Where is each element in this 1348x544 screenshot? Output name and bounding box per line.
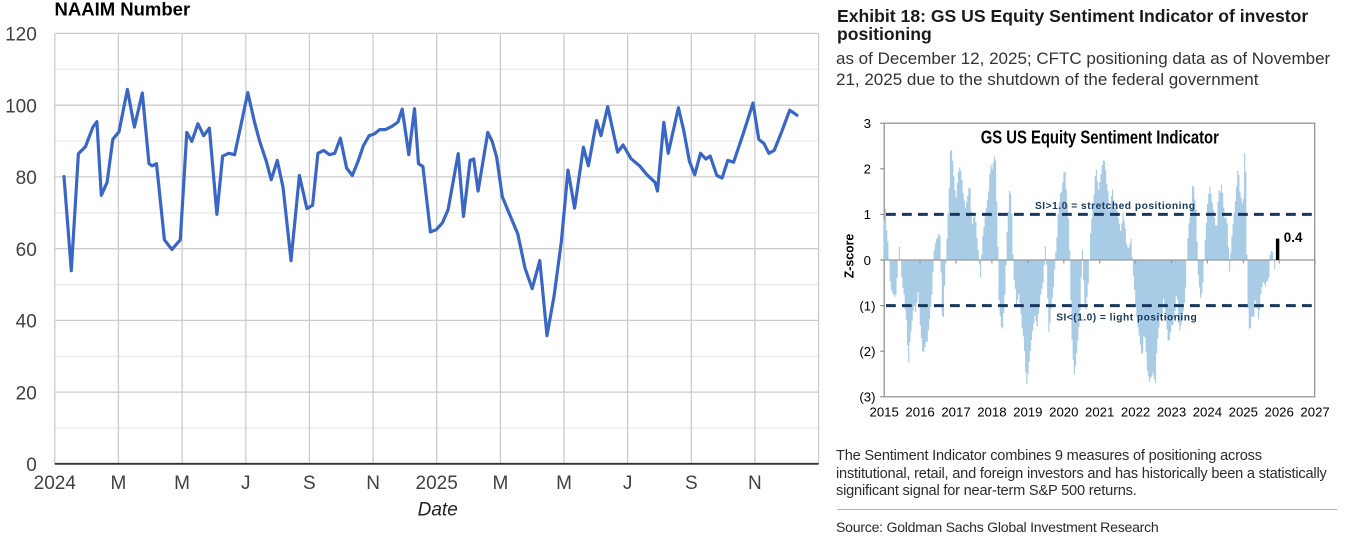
svg-text:80: 80 (16, 168, 37, 189)
svg-text:M: M (492, 473, 508, 494)
svg-text:2024: 2024 (1193, 405, 1222, 420)
svg-text:40: 40 (16, 312, 37, 333)
svg-text:2015: 2015 (870, 405, 899, 420)
svg-text:2025: 2025 (1229, 405, 1258, 420)
svg-text:Date: Date (418, 500, 458, 521)
svg-text:2: 2 (864, 162, 871, 177)
svg-text:2022: 2022 (1121, 405, 1150, 420)
svg-text:S: S (685, 473, 698, 494)
svg-text:0: 0 (26, 455, 37, 476)
svg-text:M: M (174, 473, 190, 494)
svg-text:2021: 2021 (1085, 405, 1114, 420)
svg-text:2027: 2027 (1300, 405, 1329, 420)
svg-text:120: 120 (5, 25, 37, 46)
svg-text:0.4: 0.4 (1284, 230, 1303, 245)
svg-text:Z-score: Z-score (842, 234, 856, 279)
svg-text:M: M (556, 473, 572, 494)
svg-text:S: S (303, 473, 316, 494)
svg-text:2026: 2026 (1265, 405, 1294, 420)
svg-text:2017: 2017 (941, 405, 970, 420)
svg-text:J: J (623, 473, 633, 494)
svg-text:NAAIM Number: NAAIM Number (55, 0, 191, 20)
svg-text:2023: 2023 (1157, 405, 1186, 420)
svg-text:2019: 2019 (1013, 405, 1042, 420)
svg-text:2020: 2020 (1049, 405, 1078, 420)
svg-text:1: 1 (864, 207, 871, 222)
svg-text:(1): (1) (859, 298, 875, 313)
svg-text:M: M (110, 473, 126, 494)
svg-text:J: J (241, 473, 251, 494)
svg-text:SI>1.0 = stretched positioning: SI>1.0 = stretched positioning (1035, 201, 1195, 212)
svg-text:0: 0 (864, 253, 871, 268)
svg-text:N: N (366, 473, 380, 494)
svg-text:20: 20 (16, 383, 37, 404)
svg-text:(2): (2) (859, 344, 875, 359)
svg-text:(3): (3) (859, 390, 875, 405)
svg-text:GS US Equity Sentiment Indicat: GS US Equity Sentiment Indicator (981, 127, 1219, 148)
svg-text:2024: 2024 (34, 473, 77, 494)
svg-text:SI<(1.0) = light positioning: SI<(1.0) = light positioning (1056, 313, 1197, 324)
svg-text:2018: 2018 (977, 405, 1006, 420)
svg-text:N: N (748, 473, 762, 494)
svg-text:60: 60 (16, 240, 37, 261)
svg-text:100: 100 (5, 96, 37, 117)
svg-text:2025: 2025 (416, 473, 458, 494)
svg-text:2016: 2016 (905, 405, 934, 420)
svg-text:3: 3 (864, 116, 871, 131)
